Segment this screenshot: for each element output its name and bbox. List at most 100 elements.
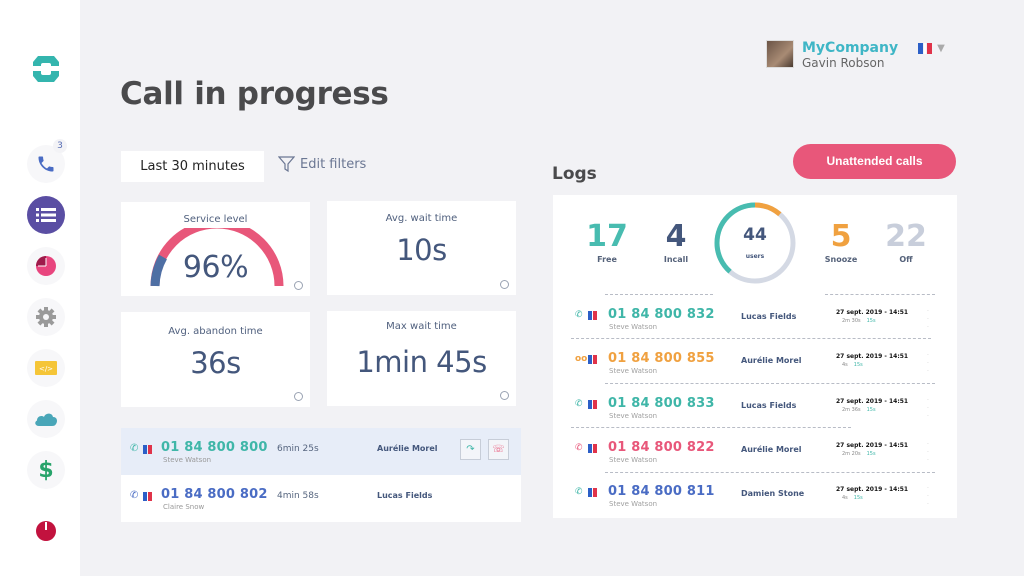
cloud-icon — [35, 413, 57, 426]
call-caller: Claire Snow — [163, 503, 205, 511]
sidebar-item-billing[interactable]: $ — [27, 451, 65, 489]
avg-abandon-card: Avg. abandon time 36s — [121, 312, 310, 407]
gear-icon[interactable] — [294, 281, 303, 290]
sidebar-item-settings[interactable] — [27, 298, 65, 336]
card-value: 1min 45s — [356, 345, 487, 379]
log-number: 01 84 800 832 — [608, 307, 715, 322]
logs-title: Logs — [552, 164, 597, 184]
sidebar-item-logout[interactable] — [27, 512, 65, 550]
sidebar-item-integrations[interactable]: </> — [27, 349, 65, 387]
phone-icon: ✆ — [575, 310, 583, 320]
log-agent: Aurélie Morel — [741, 356, 802, 365]
flag-icon — [588, 311, 598, 320]
flag-icon — [143, 492, 153, 501]
sidebar-item-logs[interactable] — [27, 196, 65, 234]
log-agent: Aurélie Morel — [741, 445, 802, 454]
edit-filters-button[interactable]: Edit filters — [278, 156, 366, 173]
avg-wait-card: Avg. wait time 10s — [327, 201, 516, 295]
card-value: 10s — [396, 233, 447, 267]
log-caller: Steve Watson — [609, 367, 658, 375]
log-caller: Steve Watson — [609, 456, 658, 464]
gear-icon[interactable] — [294, 392, 303, 401]
log-entry[interactable]: ✆ 01 84 800 832 Steve Watson Lucas Field… — [553, 298, 957, 342]
list-icon — [36, 208, 56, 222]
log-entry[interactable]: ✆ 01 84 800 833 Steve Watson Lucas Field… — [553, 387, 957, 431]
transfer-button[interactable]: ↷ — [460, 439, 481, 460]
log-duration: 2m 20s 15s — [842, 451, 876, 457]
divider — [605, 472, 935, 473]
flag-icon — [143, 445, 153, 454]
log-duration: 4s 15s — [842, 495, 863, 501]
time-range-selector[interactable]: Last 30 minutes — [121, 151, 264, 182]
voicemail-icon: oo — [575, 354, 588, 364]
phone-icon — [38, 156, 54, 172]
gear-icon — [36, 307, 56, 327]
power-icon — [36, 521, 56, 541]
flag-icon — [918, 43, 924, 54]
phone-icon: ✆ — [575, 443, 583, 453]
log-number: 01 84 800 833 — [608, 396, 715, 411]
sidebar-item-calls[interactable]: 3 — [27, 139, 67, 183]
phone-icon: ✆ — [575, 487, 583, 497]
divider — [571, 427, 851, 428]
call-number: 01 84 800 802 — [161, 487, 268, 502]
more-options-icon[interactable]: · · · — [927, 441, 929, 464]
log-agent: Lucas Fields — [741, 401, 797, 410]
max-wait-card: Max wait time 1min 45s — [327, 311, 516, 406]
divider — [571, 338, 931, 339]
edit-filters-label: Edit filters — [300, 157, 367, 172]
flag-icon — [588, 400, 598, 409]
gear-icon[interactable] — [500, 280, 509, 289]
call-number: 01 84 800 800 — [161, 440, 268, 455]
gear-icon[interactable] — [500, 391, 509, 400]
divider — [605, 294, 713, 295]
log-date: 27 sept. 2019 - 14:51 — [836, 398, 909, 405]
language-selector[interactable]: ▼ — [918, 43, 945, 54]
stat-off: 22 Off — [885, 219, 927, 265]
more-options-icon[interactable]: · · · — [927, 308, 929, 331]
card-value: 36s — [190, 346, 241, 380]
more-options-icon[interactable]: · · · — [927, 352, 929, 375]
profile-menu[interactable]: MyCompany Gavin Robson ▼ — [766, 40, 945, 71]
users-donut-chart — [714, 202, 796, 284]
sidebar-item-cloud[interactable] — [27, 400, 65, 438]
log-duration: 4s 15s — [842, 362, 863, 368]
call-row[interactable]: ✆ 01 84 800 800 Steve Watson 6min 25s Au… — [121, 428, 521, 475]
calls-badge: 3 — [53, 139, 67, 153]
unattended-calls-button[interactable]: Unattended calls — [793, 144, 956, 179]
card-label: Avg. abandon time — [168, 326, 263, 337]
logo-icon[interactable] — [30, 53, 62, 85]
sidebar-item-reports[interactable] — [27, 247, 65, 285]
transfer-icon: ↷ — [466, 444, 475, 455]
stat-snooze: 5 Snooze — [824, 219, 858, 265]
call-row[interactable]: ✆ 01 84 800 802 Claire Snow 4min 58s Luc… — [121, 475, 521, 522]
card-label: Max wait time — [386, 321, 457, 332]
more-options-icon[interactable]: · · · — [927, 485, 929, 508]
dollar-icon: $ — [38, 457, 54, 483]
call-duration: 6min 25s — [277, 444, 319, 454]
service-level-card: Service level 96% — [121, 202, 310, 296]
phone-icon: ✆ — [130, 443, 139, 454]
hangup-button[interactable]: ☏ — [488, 439, 509, 460]
svg-text:</>: </> — [39, 365, 53, 373]
more-options-icon[interactable]: · · · — [927, 397, 929, 420]
hangup-icon: ☏ — [492, 444, 505, 455]
user-name: Gavin Robson — [802, 56, 885, 70]
logs-panel: 17 Free 4 Incall 44 users 5 Snooze 22 Of… — [553, 195, 957, 518]
call-agent: Aurélie Morel — [377, 444, 438, 453]
divider — [605, 383, 935, 384]
log-number: 01 84 800 811 — [608, 484, 715, 499]
call-duration: 4min 58s — [277, 491, 319, 501]
company-name: MyCompany — [802, 40, 899, 56]
card-label: Avg. wait time — [385, 213, 458, 224]
log-caller: Steve Watson — [609, 412, 658, 420]
log-entry[interactable]: ✆ 01 84 800 811 Steve Watson Damien Ston… — [553, 475, 957, 519]
avatar[interactable] — [766, 40, 794, 68]
stat-incall: 4 Incall — [663, 219, 689, 265]
phone-icon: ✆ — [130, 490, 139, 501]
users-label: users — [745, 253, 765, 260]
flag-icon — [588, 444, 598, 453]
log-entry[interactable]: oo 01 84 800 855 Steve Watson Aurélie Mo… — [553, 342, 957, 386]
log-date: 27 sept. 2019 - 14:51 — [836, 442, 909, 449]
log-entry[interactable]: ✆ 01 84 800 822 Steve Watson Aurélie Mor… — [553, 431, 957, 475]
